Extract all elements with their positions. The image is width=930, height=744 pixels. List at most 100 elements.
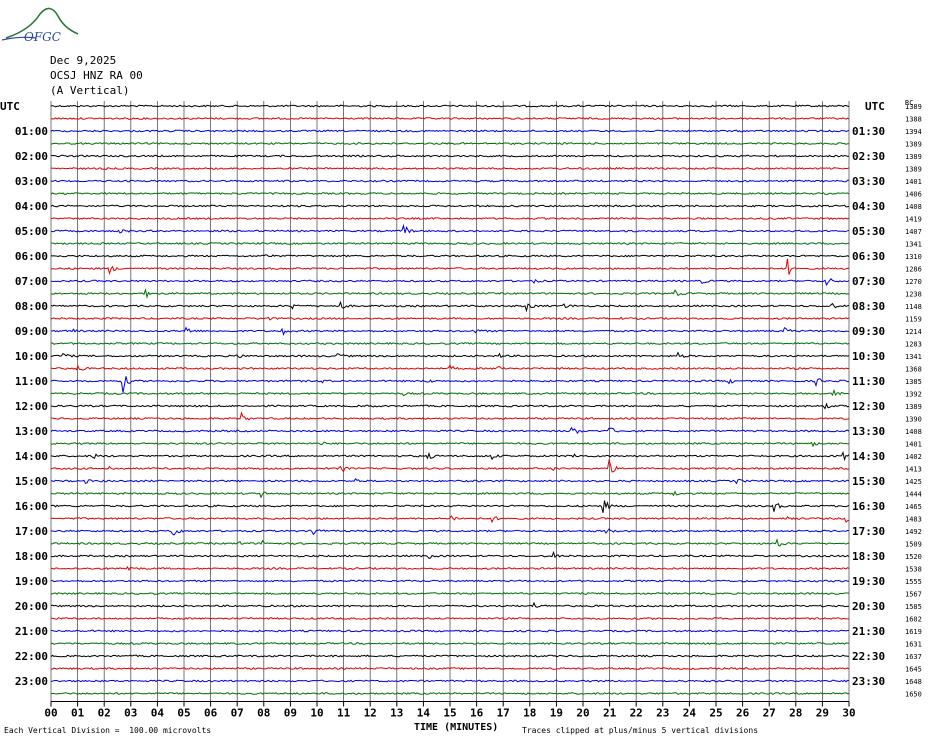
rc-value: 1648 <box>905 678 922 686</box>
trace-row <box>50 666 850 670</box>
left-hour-label: 13:00 <box>15 425 48 438</box>
trace-row <box>50 477 850 485</box>
right-hour-label: 16:30 <box>852 500 885 513</box>
rc-value: 1483 <box>905 516 922 524</box>
left-hour-label: 10:00 <box>15 350 48 363</box>
ofgc-logo: OFGC <box>1 7 79 44</box>
left-hour-label: 11:00 <box>15 375 48 388</box>
rc-value: 1389 <box>905 141 922 149</box>
rc-value: 1238 <box>905 291 922 299</box>
left-hour-label: 17:00 <box>15 525 48 538</box>
trace-row <box>50 129 850 133</box>
trace-row <box>50 326 850 337</box>
left-hour-label: 14:00 <box>15 450 48 463</box>
trace-row <box>50 242 850 245</box>
trace-row <box>50 451 850 462</box>
x-tick-label: 25 <box>709 707 722 720</box>
trace-row <box>50 629 850 633</box>
x-tick-label: 13 <box>390 707 403 720</box>
right-axis-title: UTC <box>865 100 885 113</box>
rc-value: 1270 <box>905 278 922 286</box>
rc-value: 1413 <box>905 466 922 474</box>
x-tick-label: 09 <box>284 707 297 720</box>
rc-value: 1585 <box>905 603 922 611</box>
x-tick-label: 16 <box>470 707 484 720</box>
x-tick-label: 21 <box>603 707 617 720</box>
trace-row <box>50 142 849 145</box>
x-tick-label: 26 <box>736 707 750 720</box>
left-hour-label: 19:00 <box>15 575 48 588</box>
right-hour-label: 14:30 <box>852 450 885 463</box>
left-axis-title: UTC <box>0 100 20 113</box>
trace-row <box>50 426 850 435</box>
trace-row <box>50 116 850 120</box>
trace-row <box>50 154 850 158</box>
left-hour-label: 21:00 <box>15 625 48 638</box>
left-hour-label: 20:00 <box>15 600 48 613</box>
trace-row <box>50 490 850 499</box>
rc-value: 1407 <box>905 228 922 236</box>
rc-value: 1286 <box>905 266 922 274</box>
trace-row <box>50 515 850 524</box>
trace-row <box>50 679 850 683</box>
rc-value: 1389 <box>905 153 922 161</box>
clip-note: Traces clipped at plus/minus 5 vertical … <box>522 726 759 735</box>
x-tick-label: 14 <box>417 707 431 720</box>
x-tick-label: 02 <box>98 707 111 720</box>
rc-value: 1408 <box>905 428 922 436</box>
right-hour-label: 09:30 <box>852 325 885 338</box>
rc-value: 1394 <box>905 128 922 136</box>
left-hour-label: 22:00 <box>15 650 48 663</box>
x-tick-label: 06 <box>204 707 218 720</box>
x-tick-label: 10 <box>310 707 323 720</box>
rc-value: 1310 <box>905 253 922 261</box>
x-tick-label: 15 <box>443 707 456 720</box>
trace-row <box>50 288 850 299</box>
x-tick-label: 04 <box>151 707 165 720</box>
x-axis-title: TIME (MINUTES) <box>414 722 499 733</box>
trace-row <box>50 601 850 608</box>
rc-value: 1465 <box>905 503 922 511</box>
trace-row <box>50 441 850 448</box>
trace-row <box>50 217 850 221</box>
left-hour-label: 07:00 <box>15 275 48 288</box>
rc-value: 1425 <box>905 478 922 486</box>
component-label: (A Vertical) <box>50 84 130 97</box>
logo-text: OFGC <box>24 30 61 44</box>
x-tick-label: 22 <box>630 707 643 720</box>
x-tick-label: 27 <box>763 707 776 720</box>
trace-row <box>50 579 850 583</box>
x-tick-label: 08 <box>257 707 270 720</box>
rc-value: 1214 <box>905 328 922 336</box>
trace-row <box>50 654 850 658</box>
rc-value: 1283 <box>905 341 922 349</box>
left-hour-label: 12:00 <box>15 400 48 413</box>
rc-value: 1341 <box>905 241 922 249</box>
rc-value: 1401 <box>905 441 922 449</box>
rc-value: 1402 <box>905 453 922 461</box>
trace-row <box>50 351 850 359</box>
trace-row <box>50 179 849 183</box>
right-hour-label: 06:30 <box>852 250 885 263</box>
rc-value: 1389 <box>905 403 922 411</box>
rc-value: 1444 <box>905 491 922 499</box>
right-hour-label: 04:30 <box>852 200 885 213</box>
trace-row <box>50 565 850 572</box>
right-hour-label: 22:30 <box>852 650 885 663</box>
left-hour-label: 15:00 <box>15 475 48 488</box>
trace-row <box>50 617 849 620</box>
right-hour-label: 03:30 <box>852 175 885 188</box>
rc-value: 1368 <box>905 366 922 374</box>
right-hour-label: 17:30 <box>852 525 885 538</box>
trace-row <box>51 402 850 410</box>
right-hour-label: 12:30 <box>852 400 885 413</box>
rc-value: 1389 <box>905 166 922 174</box>
rc-value: 1637 <box>905 653 922 661</box>
x-tick-label: 01 <box>71 707 85 720</box>
trace-row <box>50 254 850 258</box>
x-tick-label: 29 <box>816 707 829 720</box>
trace-row <box>50 458 850 473</box>
right-hour-label: 02:30 <box>852 150 885 163</box>
right-hour-label: 15:30 <box>852 475 885 488</box>
trace-row <box>50 192 850 195</box>
